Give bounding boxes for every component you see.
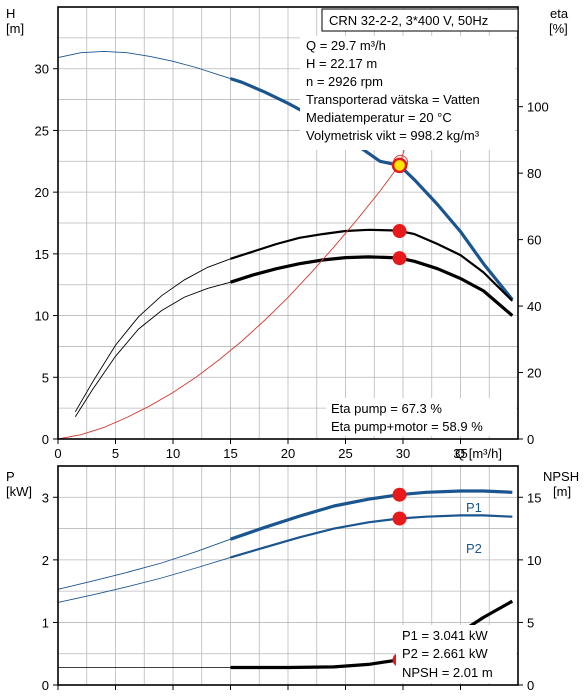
curve-1-thick <box>230 228 514 302</box>
curve-1-thin <box>74 229 513 413</box>
curve-2-thin <box>74 256 513 418</box>
npsh-axis-unit: [m] <box>553 484 571 499</box>
upper-series <box>57 50 514 440</box>
left-tick-label: 0 <box>42 432 49 447</box>
left-tick-label: 30 <box>35 62 49 77</box>
lower-series <box>57 489 514 670</box>
x-tick-label: 10 <box>166 446 180 461</box>
left-tick-label: 0 <box>42 678 49 693</box>
curve-1-thick <box>230 514 513 559</box>
duty-point-marker <box>391 157 408 174</box>
right-tick-label: 40 <box>527 299 541 314</box>
right-tick-label: 0 <box>527 432 534 447</box>
upper-markers <box>391 154 409 266</box>
p-axis-unit: [kW] <box>6 484 32 499</box>
left-tick-label: 1 <box>42 615 49 630</box>
upper-tick-labels: 0 5 10 15 20 25 30 0 20 40 60 80 100 0 5 10 15 20 25 30 35 <box>35 62 549 461</box>
right-tick-label: 80 <box>527 166 541 181</box>
npsh-value-text: NPSH = 2.01 m <box>402 665 493 680</box>
eta-curve-thin <box>57 146 406 440</box>
left-tick-label: 3 <box>42 490 49 505</box>
x-tick-label: 30 <box>396 446 410 461</box>
info-block-bg <box>300 36 515 150</box>
curve-2-thick <box>230 255 514 317</box>
power-values-bg <box>396 625 516 683</box>
left-tick-label: 20 <box>35 185 49 200</box>
eta-text-bg <box>326 398 516 436</box>
left-tick-label: 2 <box>42 553 49 568</box>
info-h: H = 22.17 m <box>306 56 377 71</box>
x-tick-label: 15 <box>223 446 237 461</box>
title-box <box>321 8 519 32</box>
p2-series-label: P2 <box>466 541 482 556</box>
eta-pump-text: Eta pump = 67.3 % <box>331 401 442 416</box>
h-axis-unit: [m] <box>6 21 24 36</box>
x-tick-label: 0 <box>54 446 61 461</box>
left-tick-label: 10 <box>35 309 49 324</box>
eta-axis-unit: [%] <box>549 21 568 36</box>
operating-point-marker <box>392 487 407 502</box>
info-temperature: Mediatemperatur = 20 °C <box>306 110 452 125</box>
right-tick-label: 15 <box>527 490 541 505</box>
info-q: Q = 29.7 m³/h <box>306 38 386 53</box>
right-tick-label: 60 <box>527 233 541 248</box>
x-tick-label: 20 <box>281 446 295 461</box>
x-axis-label: Q [m³/h] <box>455 446 502 461</box>
p-axis-label: P <box>6 469 15 484</box>
lower-tick-labels: 0 1 2 3 0 5 10 15 <box>42 490 542 693</box>
info-liquid: Transporterad vätska = Vatten <box>306 92 480 107</box>
curve-0-thick <box>230 77 514 301</box>
info-n: n = 2926 rpm <box>306 74 383 89</box>
right-tick-label: 20 <box>527 366 541 381</box>
curve-0-thin <box>57 490 513 590</box>
left-tick-label: 25 <box>35 123 49 138</box>
p2-value-text: P2 = 2.661 kW <box>402 646 488 661</box>
p1-value-text: P1 = 3.041 kW <box>402 628 488 643</box>
npsh-axis-label: NPSH <box>543 469 579 484</box>
operating-point-marker <box>392 224 407 239</box>
curve-0-thick <box>229 489 513 541</box>
upper-plot-frame <box>57 6 519 440</box>
left-tick-label: 5 <box>42 370 49 385</box>
right-tick-label: 10 <box>527 553 541 568</box>
left-tick-label: 15 <box>35 247 49 262</box>
x-tick-label: 5 <box>112 446 119 461</box>
operating-point-marker <box>392 251 407 266</box>
eta-pump-motor-text: Eta pump+motor = 58.9 % <box>331 419 483 434</box>
x-tick-label: 25 <box>338 446 352 461</box>
x-tick-label: 35 <box>453 446 467 461</box>
eta-axis-label: eta <box>550 6 569 21</box>
chart-title: CRN 32-2-2, 3*400 V, 50Hz <box>329 13 488 28</box>
info-density: Volymetrisk vikt = 998.2 kg/m³ <box>306 128 480 143</box>
p1-series-label: P1 <box>466 500 482 515</box>
right-tick-label: 0 <box>527 678 534 693</box>
right-tick-label: 100 <box>527 100 549 115</box>
h-axis-label: H <box>6 6 15 21</box>
lower-plot-frame <box>57 465 519 686</box>
right-tick-label: 5 <box>527 615 534 630</box>
operating-point-marker <box>392 511 407 526</box>
